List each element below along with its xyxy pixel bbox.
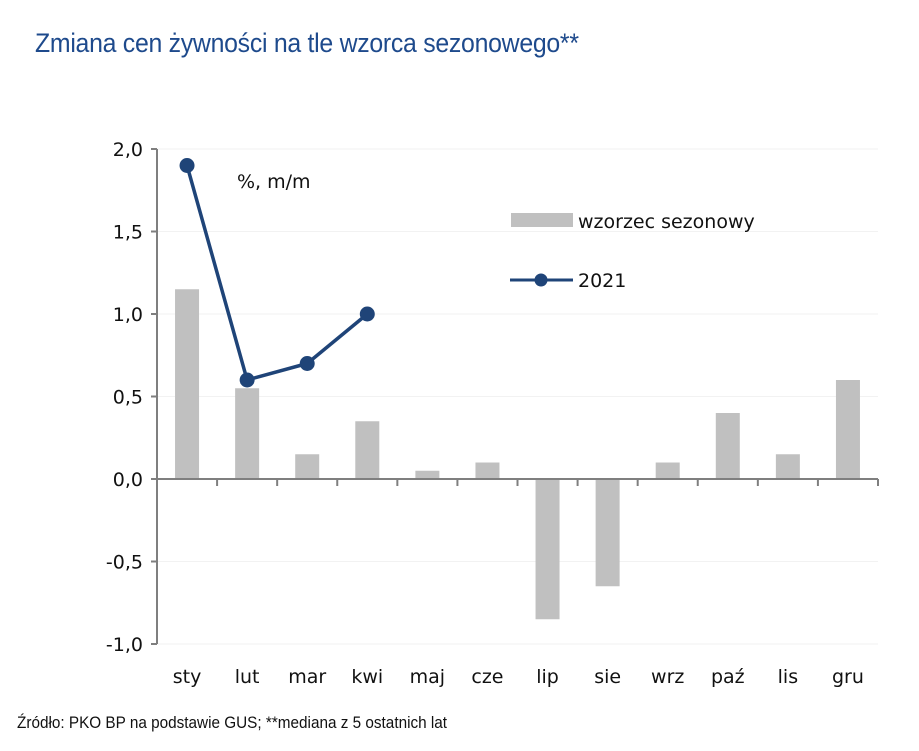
line-marker	[299, 356, 315, 371]
legend-marker-icon	[534, 273, 548, 287]
x-label-lip: lip	[536, 666, 559, 688]
bar-lip	[535, 479, 560, 620]
bar-sie	[595, 479, 620, 587]
y-tick-label: 0,5	[113, 387, 143, 409]
bar-kwi	[355, 421, 380, 479]
gridlines	[157, 148, 878, 645]
y-tick-label: 0,0	[113, 469, 143, 491]
x-label-paź: paź	[711, 666, 745, 688]
x-label-lis: lis	[778, 666, 798, 688]
x-label-sty: sty	[173, 666, 202, 688]
y-tick-label: 2,0	[113, 139, 143, 161]
line-2021	[185, 165, 369, 382]
line-marker	[359, 306, 375, 322]
chart-title: Zmiana cen żywności na tle wzorca sezono…	[35, 28, 579, 58]
bar-cze	[475, 462, 500, 479]
bar-wrz	[655, 462, 680, 479]
x-axis-labels: sty lut mar kwi maj cze lip sie wrz paź lis gru	[173, 666, 864, 688]
x-label-cze: cze	[471, 666, 503, 688]
y-tick-label: -1,0	[106, 634, 143, 656]
bar-series-wzorzec	[175, 289, 860, 620]
x-label-gru: gru	[832, 666, 864, 688]
source-note: Źródło: PKO BP na podstawie GUS; **media…	[17, 713, 448, 732]
unit-label: %, m/m	[237, 171, 311, 193]
x-label-wrz: wrz	[651, 666, 684, 688]
bar-sty	[175, 289, 200, 479]
line-marker	[179, 158, 195, 173]
legend-label-2021: 2021	[578, 270, 626, 292]
y-axis-ticks: -1,0 -0,5 0,0 0,5 1,0 1,5 2,0	[106, 139, 157, 656]
bar-paź	[715, 413, 740, 479]
bar-gru	[835, 380, 860, 479]
y-tick-label: -0,5	[106, 552, 143, 574]
legend-bar-swatch	[511, 213, 573, 227]
bar-mar	[295, 454, 320, 479]
bar-lut	[235, 388, 260, 479]
x-label-maj: maj	[410, 666, 445, 688]
x-label-sie: sie	[594, 666, 621, 688]
x-label-mar: mar	[288, 666, 326, 688]
line-marker	[239, 372, 255, 388]
bar-lis	[775, 454, 800, 479]
line-series-2021	[179, 158, 375, 388]
bar-maj	[415, 470, 440, 479]
legend: wzorzec sezonowy 2021	[510, 211, 755, 292]
x-label-lut: lut	[235, 666, 260, 688]
y-tick-label: 1,5	[113, 222, 143, 244]
legend-label-wzorzec: wzorzec sezonowy	[578, 211, 755, 233]
x-label-kwi: kwi	[351, 666, 383, 688]
y-tick-label: 1,0	[113, 304, 143, 326]
